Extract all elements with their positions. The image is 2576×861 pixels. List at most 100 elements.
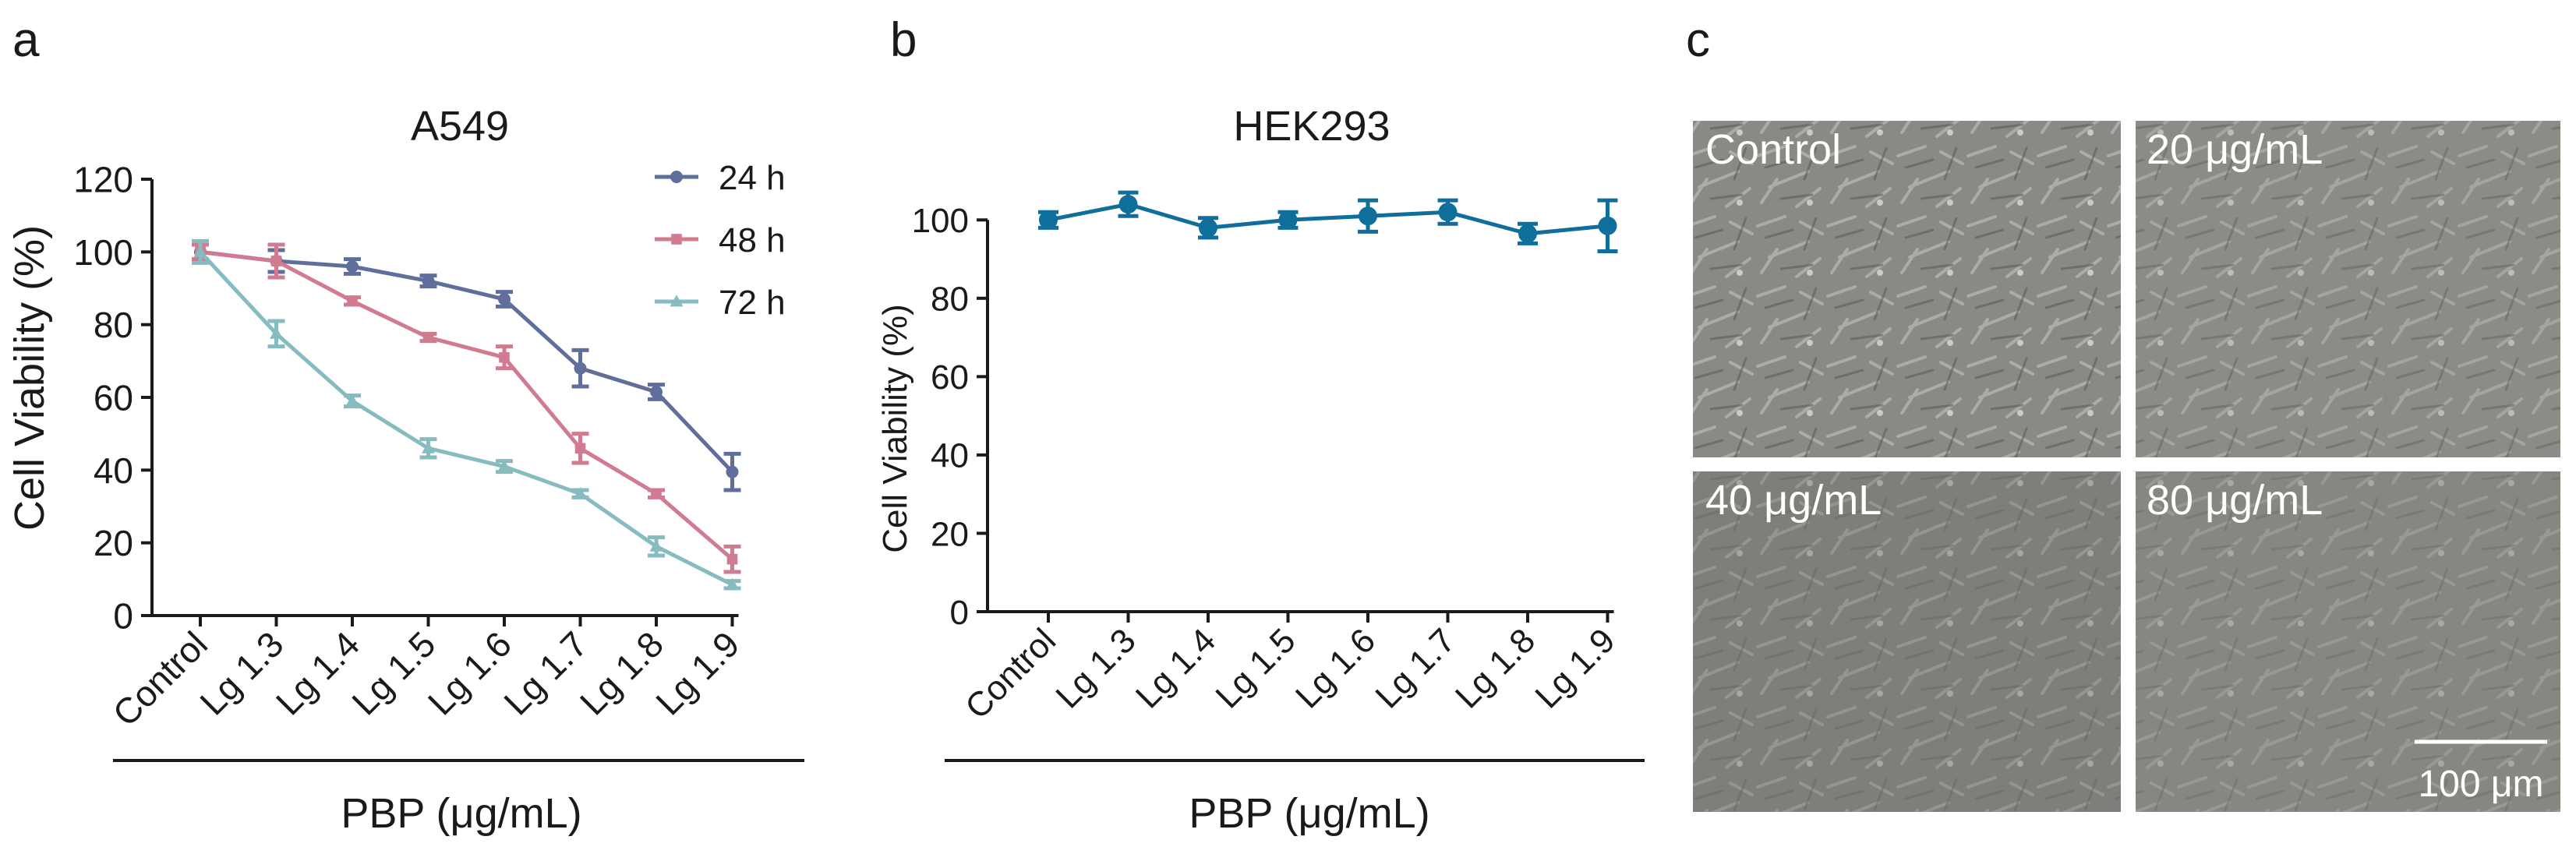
chart-a549-title: A549 [411,103,509,150]
chart-hek293-point [1278,210,1298,230]
chart-hek293-xtick-label: Control [958,621,1063,726]
chart-a549-legend-marker [670,295,684,307]
chart-hek293-series [1038,190,1618,253]
chart-a549-point [574,362,587,375]
panel-letter-c: c [1686,13,1710,67]
chart-a549-point [270,256,282,266]
chart-a549-point [422,441,435,453]
micrograph-control: Control [1693,121,2121,457]
chart-a549-point [649,539,663,552]
chart-a549-legend: 24 h 48 h 72 h [655,159,786,322]
chart-a549-legend-marker [671,234,682,245]
panel-letter-a: a [12,13,40,67]
chart-a549-ytick-label: 60 [94,378,133,418]
chart-a549-series-1-line [200,249,734,561]
chart-a549-legend-label: 24 h [719,159,786,197]
micrograph-40: 40 μg/mL [1693,471,2121,812]
chart-a549-legend-label: 72 h [719,284,786,322]
chart-hek293-ytick-label: 80 [931,281,969,319]
chart-a549-xtick-label: Lg 1.3 [192,623,291,722]
chart-hek293-point [1118,195,1138,214]
chart-a549-point [422,332,434,343]
chart-hek293-xtick-label: Lg 1.9 [1528,621,1622,715]
chart-hek293-xtick-label: Lg 1.8 [1448,621,1542,715]
chart-hek293: HEK293 Cell Viability (%) PBP (μg/mL) 0 2… [876,103,1645,837]
chart-a549-xtick-label: Lg 1.6 [420,623,519,722]
chart-hek293-ytick-label: 20 [931,515,969,553]
chart-a549-ytick-label: 100 [73,232,133,273]
chart-a549-point [574,443,586,454]
micrograph-80-texture [2136,471,2560,812]
chart-a549-series-1 [192,242,741,574]
chart-hek293-point [1598,216,1617,235]
chart-a549-ytick-label: 0 [113,596,133,637]
chart-a549-xtick-label: Lg 1.9 [648,623,747,722]
chart-a549-point [422,274,435,288]
chart-hek293-xtick-label: Lg 1.4 [1129,621,1223,715]
micrograph-80-label: 80 μg/mL [2147,477,2323,524]
micrograph-20-label: 20 μg/mL [2147,126,2323,173]
chart-hek293-yticks: 0 20 40 60 80 100 [912,202,988,632]
chart-a549-xtick-label: Lg 1.7 [496,623,595,722]
chart-a549-point [345,393,359,407]
chart-a549-xtick-label: Lg 1.5 [344,623,443,722]
chart-hek293-xtick-label: Lg 1.7 [1368,621,1462,715]
chart-a549-ytick-label: 80 [94,305,133,345]
micrograph-80: 80 μg/mL 100 μm [2136,471,2560,812]
chart-a549-legend-marker [670,171,683,183]
chart-a549-point [497,459,511,472]
micrograph-20: 20 μg/mL [2136,121,2560,457]
chart-hek293-point [1438,203,1458,222]
chart-hek293-xtick-label: Lg 1.6 [1288,621,1383,715]
micrograph-40-texture [1693,471,2121,812]
chart-a549-yticks: 0 20 40 60 80 100 120 [73,160,152,637]
chart-hek293-series-0 [1038,190,1618,253]
chart-hek293-ytick-label: 0 [950,594,969,632]
chart-a549-point [499,351,510,363]
micrograph-control-label: Control [1705,126,1841,173]
chart-hek293-point [1518,224,1537,243]
chart-a549-point [651,488,662,499]
chart-hek293-title: HEK293 [1233,103,1390,150]
chart-hek293-xtick-label: Lg 1.5 [1208,621,1302,715]
chart-a549-xtick-label: Lg 1.8 [572,623,671,722]
chart-a549-ylabel: Cell Viability (%) [6,225,53,531]
chart-a549-point [347,295,358,307]
scale-bar-label: 100 μm [2418,764,2543,805]
chart-a549-xtick-label: Control [104,623,215,734]
chart-a549-point [726,465,739,478]
chart-hek293-xtick-label: Lg 1.3 [1048,621,1143,715]
micrograph-40-label: 40 μg/mL [1705,477,1882,524]
chart-a549-point [270,326,283,339]
chart-a549-point [726,553,738,565]
chart-a549-point [726,577,739,590]
chart-hek293-xlabel: PBP (μg/mL) [1189,790,1429,837]
panel-letter-b: b [890,13,917,67]
chart-hek293-series-0-line [1048,202,1608,236]
chart-a549-point [574,486,587,499]
chart-hek293-ytick-label: 40 [931,437,969,475]
chart-hek293-ylabel: Cell Viability (%) [876,304,914,553]
chart-a549-ytick-label: 120 [73,160,133,200]
chart-hek293-point [1039,210,1058,230]
chart-a549-series-0-line [200,249,734,474]
chart-a549-point [193,245,207,257]
chart-hek293-ytick-label: 100 [912,202,969,240]
chart-a549-xlabel: PBP (μg/mL) [341,790,581,837]
chart-a549: A549 Cell Viability (%) PBP (μg/mL) 0 20 4… [6,103,804,837]
chart-a549-ytick-label: 20 [94,523,133,563]
chart-hek293-point [1359,206,1377,226]
micrograph-control-texture [1693,121,2121,457]
micrograph-20-texture [2136,121,2560,457]
chart-a549-series-2-line [199,250,733,587]
chart-a549-point [498,293,511,305]
chart-a549-series-2 [192,238,741,591]
chart-hek293-ytick-label: 60 [931,358,969,397]
chart-a549-ytick-label: 40 [94,450,133,491]
chart-a549-legend-label: 48 h [719,221,786,259]
chart-a549-series-0 [192,241,741,492]
chart-a549-point [650,386,663,398]
chart-a549-point [346,260,359,273]
